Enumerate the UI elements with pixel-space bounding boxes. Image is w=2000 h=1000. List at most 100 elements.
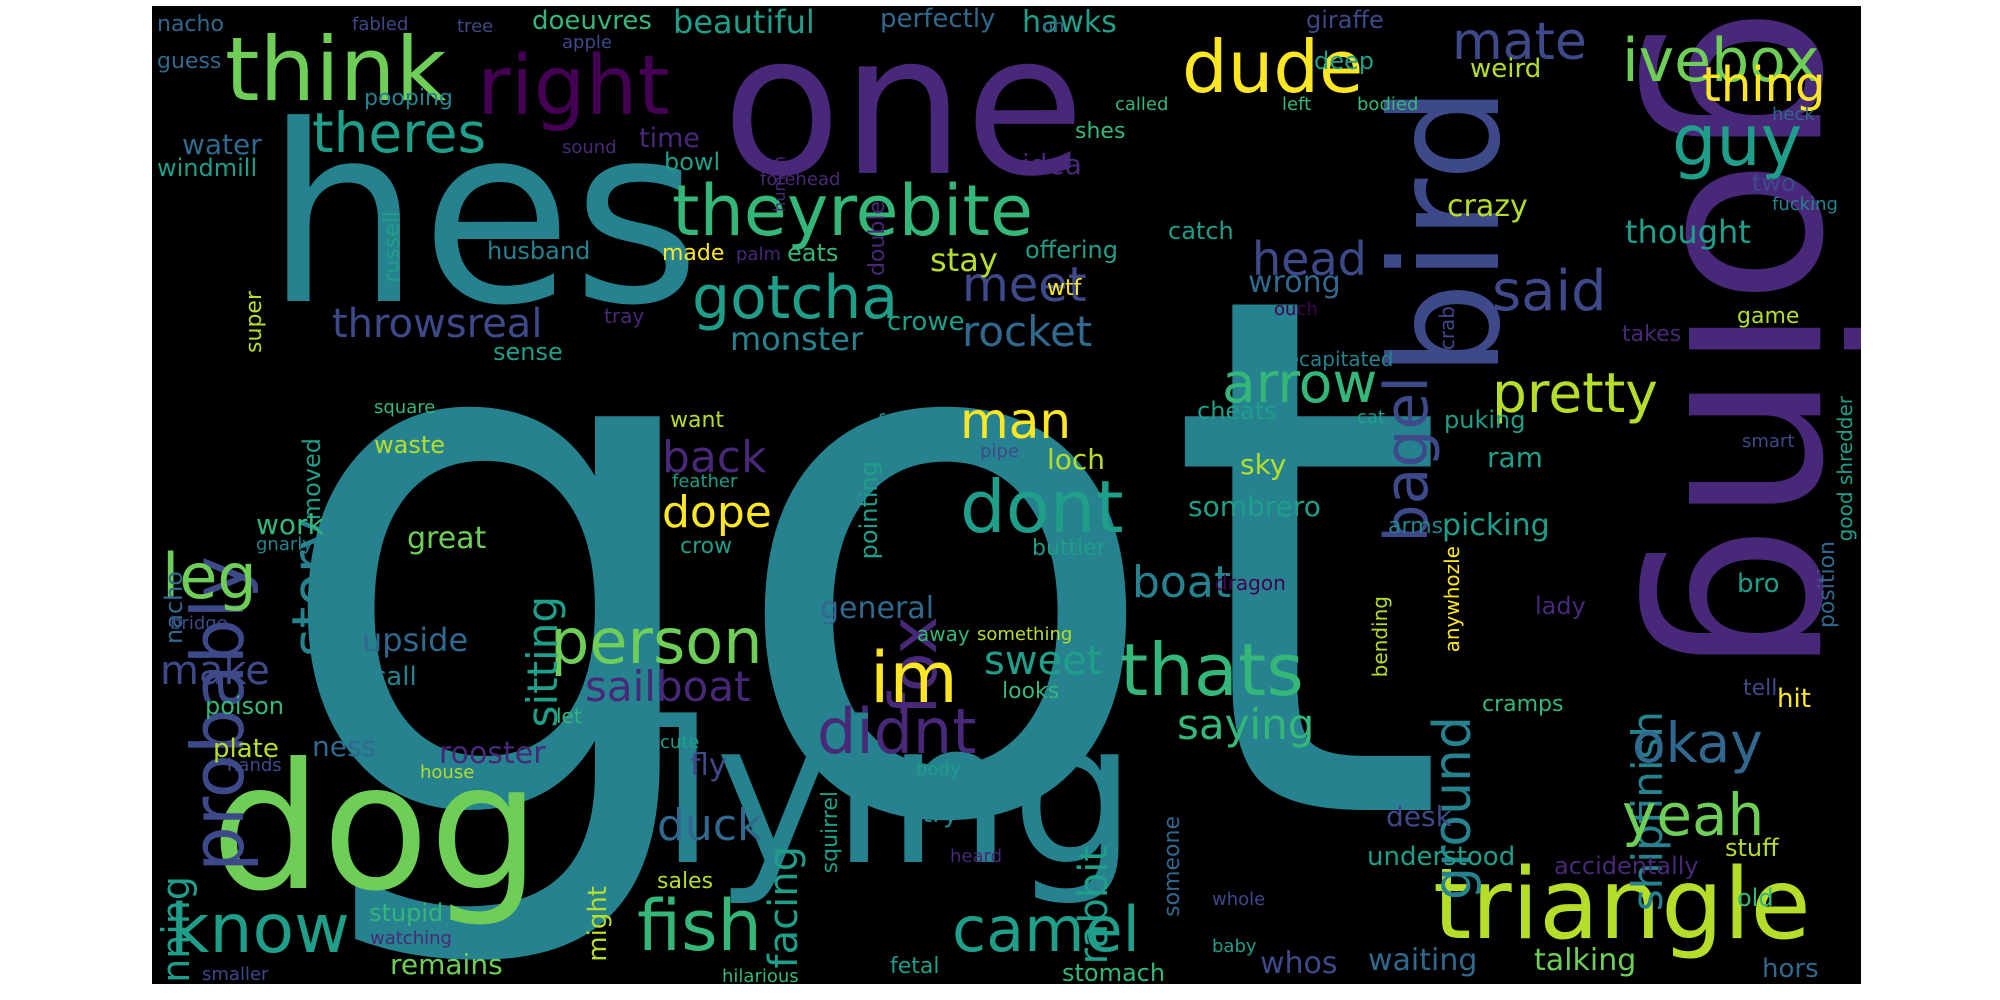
word-bridge: bridge [170, 613, 228, 634]
word-dont: dont [960, 465, 1124, 549]
word-game: game [1737, 304, 1800, 329]
word-gnarly: gnarly [256, 534, 313, 555]
word-palm: palm [736, 244, 781, 265]
word-fish: fish [637, 885, 762, 967]
word-made: made [662, 241, 725, 266]
word-baby: baby [1212, 936, 1257, 957]
word-yeah: yeah [1622, 781, 1765, 849]
word-nacho: nacho [157, 12, 224, 37]
word-hands: hands [227, 755, 282, 776]
word-decapitated: decapitated [1274, 347, 1394, 371]
word-hors: hors [1762, 954, 1819, 984]
word-stuff: stuff [1725, 834, 1779, 862]
word-duck: duck [657, 800, 763, 851]
word-sky: sky [1240, 448, 1287, 481]
word-remains: remains [390, 948, 503, 981]
word-husband: husband [487, 237, 591, 265]
word-heck: heck [1772, 104, 1815, 125]
word-rabbit: rabbit [1071, 846, 1117, 965]
word-pooping: pooping [364, 86, 453, 111]
word-pipe: pipe [980, 441, 1019, 462]
word-accidentally: accidentally [1554, 852, 1699, 880]
word-gotcha: gotcha [692, 263, 899, 333]
word-whos: whos [1260, 946, 1338, 981]
word-stupid: stupid [369, 899, 444, 927]
word-cramps: cramps [1482, 692, 1564, 717]
word-squirrel: squirrel [818, 791, 843, 874]
word-away: away [917, 622, 970, 646]
word-want: want [670, 408, 725, 433]
word-said: said [1492, 259, 1607, 324]
word-cheats: cheats [1197, 397, 1277, 425]
word-sombrero: sombrero [1188, 490, 1321, 523]
word-super: super [242, 291, 267, 353]
word-facing: facing [761, 846, 807, 969]
word-plate: plate [213, 734, 279, 764]
word-think: think [225, 18, 447, 121]
word-cute: cute [660, 732, 700, 753]
word-sales: sales [657, 869, 714, 894]
word-weird: weird [1470, 54, 1542, 84]
word-thats: thats [1120, 628, 1304, 712]
word-sound: sound [562, 137, 617, 158]
word-russell: russell [380, 211, 405, 283]
word-throwsreal: throwsreal [332, 301, 543, 347]
word-someone: someone [1160, 816, 1185, 917]
word-dude: dude [1182, 25, 1364, 109]
word-guy: guy [1672, 100, 1803, 182]
word-lady: lady [1535, 592, 1586, 620]
word-crab: crab [1435, 306, 1459, 351]
word-whole: whole [1212, 889, 1266, 910]
word-tree: tree [457, 16, 494, 37]
word-guess: guess [157, 49, 222, 74]
word-try: try [922, 799, 959, 829]
word-stay: stay [930, 241, 998, 279]
word-arrow: arrow [1222, 351, 1378, 415]
word-human: human [770, 156, 789, 212]
word-doeuvres: doeuvres [532, 6, 652, 36]
word-hes: hes [265, 74, 701, 360]
word-rooster: rooster [439, 736, 546, 771]
word-rocket: rocket [962, 307, 1093, 356]
word-make: make [160, 648, 270, 694]
word-smaller: smaller [202, 964, 269, 984]
word-pointing: pointing [855, 461, 883, 560]
word-buttler: buttler [1032, 536, 1106, 561]
word-crowe: crowe [887, 307, 965, 337]
word-im: im [870, 637, 958, 719]
word-know: know [170, 890, 350, 969]
word-time: time [639, 123, 701, 154]
word-pretty: pretty [1492, 361, 1658, 425]
word-fucking: fucking [1772, 194, 1838, 215]
word-beautiful: beautiful [673, 6, 815, 41]
word-upside: upside [362, 621, 469, 659]
word-smart: smart [1742, 431, 1795, 452]
word-stomach: stomach [1062, 959, 1166, 984]
word-idea: idea [1022, 148, 1082, 181]
word-fetal: fetal [890, 954, 940, 979]
word-desk: desk [1386, 800, 1452, 833]
word-back: back [662, 432, 767, 483]
word-oh: oh [1042, 16, 1065, 37]
word-bodied: bodied [1357, 94, 1419, 115]
word-okay: okay [1632, 711, 1763, 775]
word-something: something [977, 624, 1073, 645]
word-ram: ram [1487, 441, 1543, 474]
word-sailboat: sailboat [585, 662, 751, 711]
word-arms: arms [1388, 514, 1444, 539]
word-water: water [182, 128, 262, 161]
word-monster: monster [730, 320, 864, 358]
word-feather: feather [672, 471, 738, 492]
word-ness: ness [312, 730, 377, 763]
word-looks: looks [1002, 679, 1060, 704]
word-tell: tell [1743, 676, 1778, 701]
word-bending: bending [1368, 596, 1392, 678]
word-windmill: windmill [157, 154, 258, 182]
word-man: man [960, 392, 1072, 450]
word-good-shredder: good shredder [1833, 396, 1857, 542]
word-hilarious: hilarious [722, 966, 799, 985]
word-perfectly: perfectly [880, 6, 996, 34]
word-talking: talking [1534, 943, 1637, 978]
word-puking: puking [1444, 406, 1526, 434]
word-head: head [1252, 232, 1367, 286]
